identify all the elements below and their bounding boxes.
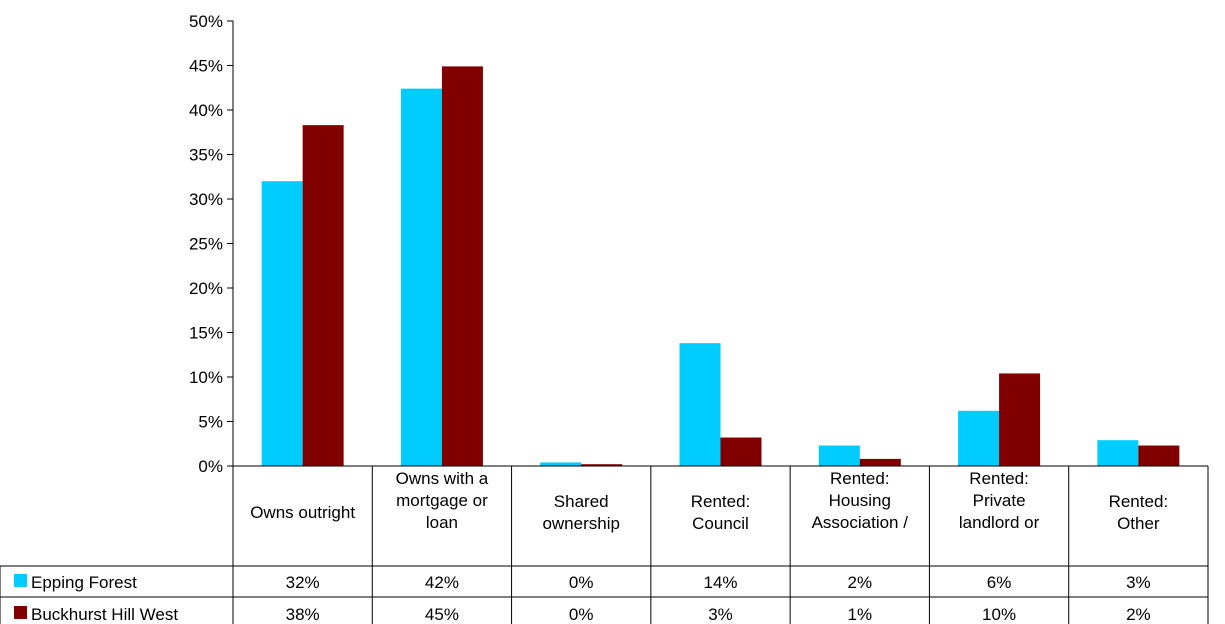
bar-buckhurst-hill-west xyxy=(581,464,623,466)
table-value-label: 3% xyxy=(1126,573,1151,592)
table-value-label: 2% xyxy=(847,573,872,592)
bar-epping-forest xyxy=(540,462,582,466)
x-category-label: Council xyxy=(692,514,749,533)
bar-buckhurst-hill-west xyxy=(859,458,901,466)
table-value-label: 38% xyxy=(286,605,320,624)
bar-buckhurst-hill-west xyxy=(302,125,344,466)
bar-buckhurst-hill-west xyxy=(999,373,1041,466)
y-tick-label: 35% xyxy=(189,146,223,165)
table-value-label: 3% xyxy=(708,605,733,624)
y-tick-label: 40% xyxy=(189,101,223,120)
y-tick-label: 15% xyxy=(189,324,223,343)
x-category-label: Private xyxy=(973,491,1026,510)
y-tick-label: 30% xyxy=(189,190,223,209)
bar-epping-forest xyxy=(679,343,721,466)
table-value-label: 42% xyxy=(425,573,459,592)
y-tick-label: 50% xyxy=(189,12,223,31)
legend-label: Buckhurst Hill West xyxy=(31,605,178,624)
x-category-label: Owns with a xyxy=(396,469,489,488)
x-category-label: Rented: xyxy=(1109,492,1169,511)
table-value-label: 32% xyxy=(286,573,320,592)
bar-buckhurst-hill-west xyxy=(441,66,483,466)
x-category-label: Rented: xyxy=(969,469,1029,488)
y-tick-label: 10% xyxy=(189,368,223,387)
table-value-label: 6% xyxy=(987,573,1012,592)
x-category-label: loan xyxy=(426,513,458,532)
x-category-label: mortgage or xyxy=(396,491,488,510)
legend-label: Epping Forest xyxy=(31,573,137,592)
y-tick-label: 5% xyxy=(198,413,223,432)
y-tick-label: 20% xyxy=(189,279,223,298)
x-category-label: Rented: xyxy=(830,469,890,488)
legend-swatch-buckhurst-hill-west xyxy=(14,606,27,619)
table-value-label: 0% xyxy=(569,573,594,592)
bar-buckhurst-hill-west xyxy=(1138,445,1180,466)
table-value-label: 0% xyxy=(569,605,594,624)
bar-epping-forest xyxy=(1097,440,1139,466)
x-category-label: Shared xyxy=(554,492,609,511)
x-category-label: Rented: xyxy=(691,492,751,511)
y-tick-label: 0% xyxy=(198,457,223,476)
x-category-label: Housing xyxy=(829,491,891,510)
bar-buckhurst-hill-west xyxy=(720,437,762,466)
x-category-label: Association / xyxy=(812,513,909,532)
legend-swatch-epping-forest xyxy=(14,574,27,587)
bar-epping-forest xyxy=(400,88,442,466)
bar-epping-forest xyxy=(818,445,860,466)
y-tick-label: 25% xyxy=(189,235,223,254)
table-value-label: 14% xyxy=(703,573,737,592)
y-tick-label: 45% xyxy=(189,57,223,76)
bar-epping-forest xyxy=(958,410,1000,466)
x-category-label: ownership xyxy=(542,514,620,533)
x-category-label: Owns outright xyxy=(250,503,355,522)
x-category-label: Other xyxy=(1117,514,1160,533)
table-value-label: 2% xyxy=(1126,605,1151,624)
table-value-label: 10% xyxy=(982,605,1016,624)
table-value-label: 1% xyxy=(847,605,872,624)
table-value-label: 45% xyxy=(425,605,459,624)
bar-epping-forest xyxy=(261,181,303,466)
x-category-label: landlord or xyxy=(959,513,1040,532)
